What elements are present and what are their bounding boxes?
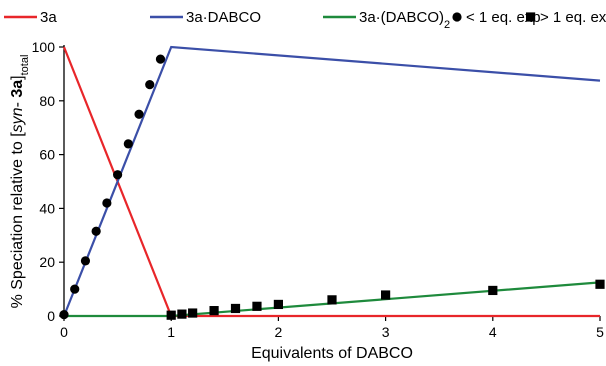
data-point-square [252,301,262,311]
legend-label-text: < 1 eq. exp [466,9,541,26]
legend-label-text: > 1 eq. exp [540,9,606,26]
legend-label-text: 3a [40,9,57,26]
y-tick-label: 0 [47,308,55,324]
data-point-square [188,308,198,318]
series-points [59,54,605,320]
data-point-circle [113,170,123,180]
data-point-square [488,285,498,296]
data-point-square [177,309,187,319]
data-point-circle [59,310,69,320]
y-tick-label: 40 [39,200,55,216]
data-point-square [327,295,337,305]
legend-item: > 1 eq. exp [526,9,606,26]
legend-label: 3a·DABCO [186,9,261,26]
series-line-3a-dabco [62,45,601,317]
y-axis-title-part: % Speciation relative to [ [9,132,26,309]
data-point-circle [123,139,133,149]
x-axis-title: Equivalents of DABCO [251,345,413,362]
axes: 0 1 2 3 4 5 0 20 40 60 80 100 [32,39,604,340]
data-point-circle [91,226,101,236]
y-axis-title-part: 3a [9,80,26,98]
x-tick-label: 4 [489,324,497,340]
y-axis-title-part: syn [9,107,26,132]
legend-label: < 1 eq. exp [466,9,541,26]
legend-item: < 1 eq. exp [452,9,541,26]
data-point-square [595,279,605,289]
x-tick-label: 0 [60,324,68,340]
y-tick-label: 80 [39,93,55,109]
y-tick-label: 60 [39,147,55,163]
legend-label-subscript: 2 [444,19,450,31]
data-point-square [230,303,241,314]
x-tick-label: 2 [275,324,283,340]
data-point-circle [145,80,155,90]
legend-swatch-circle [452,12,462,22]
data-point-square [209,306,219,316]
series-line-3a [62,46,600,318]
y-tick-label: 20 [39,254,55,270]
data-point-square [273,299,283,310]
data-point-square [166,310,176,320]
data-point-circle [102,198,112,208]
x-tick-label: 5 [596,324,604,340]
y-tick-label: 100 [32,39,56,55]
data-point-circle [134,109,144,119]
legend-label: 3a [40,9,57,26]
legend-label: 3a·(DABCO)2 [359,9,450,31]
x-tick-label: 1 [167,324,175,340]
data-point-circle [80,256,91,266]
legend: 3a 3a·DABCO 3a·(DABCO)2 < 1 eq. exp > 1 eq. … [4,9,606,31]
legend-item: 3a [4,9,57,26]
y-axis-title-part: ] [9,75,26,79]
data-point-square [381,290,391,300]
data-point-circle [155,54,166,64]
legend-item: 3a·DABCO [150,9,261,26]
series-lines [62,45,601,318]
data-point-circle [70,284,80,294]
y-axis-title-part: - [9,98,26,108]
legend-swatch-square [526,12,536,22]
legend-label-text: 3a·(DABCO) [359,9,444,26]
legend-label-text: 3a·DABCO [186,9,261,26]
legend-label: > 1 eq. exp [540,9,606,26]
x-tick-label: 3 [382,324,390,340]
legend-item: 3a·(DABCO)2 [323,9,450,31]
y-axis-title: % Speciation relative to [syn- 3a]total [9,55,31,309]
y-axis-title-part: total [19,55,31,76]
